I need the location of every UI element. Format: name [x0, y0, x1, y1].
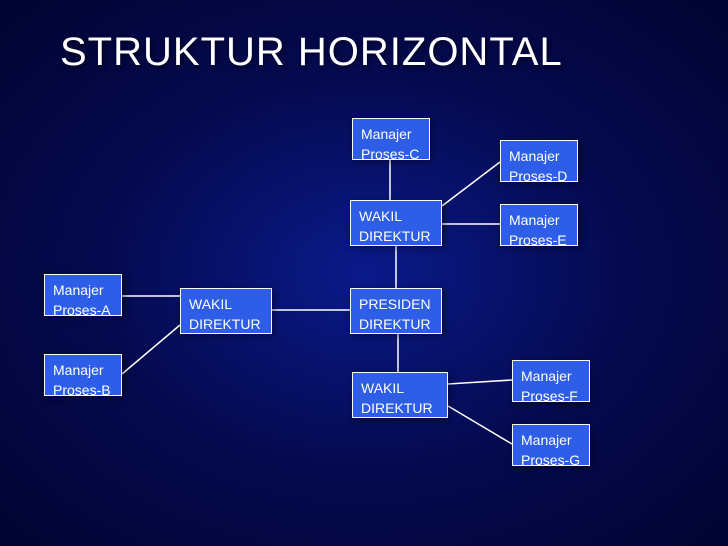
node-proses-e: ManajerProses-E: [500, 204, 578, 246]
node-proses-d: ManajerProses-D: [500, 140, 578, 182]
node-label-line: Proses-D: [509, 167, 569, 187]
node-label-line: Manajer: [509, 211, 569, 231]
node-label-line: Manajer: [521, 367, 581, 387]
page-title: STRUKTUR HORIZONTAL: [60, 30, 563, 75]
node-label-line: Manajer: [53, 281, 113, 301]
edge-wakil-left-proses-b: [122, 325, 180, 374]
node-label-line: Manajer: [521, 431, 581, 451]
edge-wakil-bot-proses-f: [448, 380, 512, 384]
edge-wakil-bot-proses-g: [448, 406, 512, 444]
node-proses-b: ManajerProses-B: [44, 354, 122, 396]
node-presiden: PRESIDENDIREKTUR: [350, 288, 442, 334]
node-wakil-top: WAKILDIREKTUR: [350, 200, 442, 246]
node-label-line: DIREKTUR: [359, 227, 433, 247]
node-proses-a: ManajerProses-A: [44, 274, 122, 316]
node-proses-c: ManajerProses-C: [352, 118, 430, 160]
node-label-line: Manajer: [509, 147, 569, 167]
node-label-line: Manajer: [361, 125, 421, 145]
node-label-line: Proses-B: [53, 381, 113, 401]
diagram-edges: [0, 0, 728, 546]
node-label-line: Manajer: [53, 361, 113, 381]
node-proses-g: ManajerProses-G: [512, 424, 590, 466]
node-label-line: Proses-C: [361, 145, 421, 165]
edge-wakil-top-proses-d: [442, 162, 500, 206]
node-proses-f: ManajerProses-F: [512, 360, 590, 402]
node-label-line: DIREKTUR: [189, 315, 263, 335]
node-label-line: WAKIL: [359, 207, 433, 227]
node-label-line: PRESIDEN: [359, 295, 433, 315]
node-label-line: Proses-A: [53, 301, 113, 321]
node-label-line: WAKIL: [189, 295, 263, 315]
node-label-line: Proses-G: [521, 451, 581, 471]
node-wakil-left: WAKILDIREKTUR: [180, 288, 272, 334]
node-label-line: WAKIL: [361, 379, 439, 399]
node-label-line: Proses-F: [521, 387, 581, 407]
node-label-line: DIREKTUR: [361, 399, 439, 419]
node-label-line: DIREKTUR: [359, 315, 433, 335]
node-label-line: Proses-E: [509, 231, 569, 251]
node-wakil-bot: WAKILDIREKTUR: [352, 372, 448, 418]
